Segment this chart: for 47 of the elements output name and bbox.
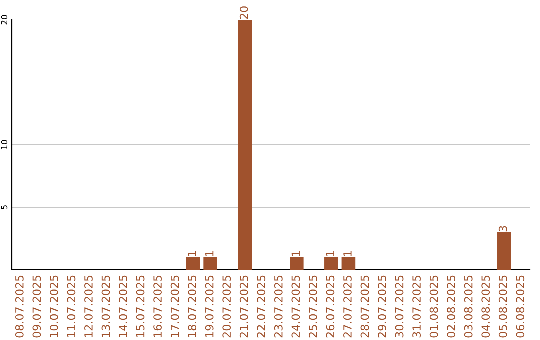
bar <box>204 258 218 270</box>
x-tick-label: 19.07.2025 <box>205 276 214 338</box>
x-tick-label: 04.08.2025 <box>482 276 490 338</box>
x-tick-label: 25.07.2025 <box>308 276 318 338</box>
x-tick-label: 22.07.2025 <box>257 276 266 338</box>
x-tick-label: 11.07.2025 <box>67 276 76 338</box>
x-tick-label: 21.07.2025 <box>240 276 248 338</box>
bar <box>342 258 356 270</box>
x-tick-label: 20.07.2025 <box>222 276 232 338</box>
y-tick-label: 10 <box>1 140 8 150</box>
x-tick-label: 18.07.2025 <box>188 276 197 338</box>
x-tick-label: 03.08.2025 <box>464 276 473 338</box>
x-tick-label: 10.07.2025 <box>50 276 58 338</box>
x-tick-label: 08.07.2025 <box>15 276 24 338</box>
x-tick-label: 24.07.2025 <box>292 276 300 338</box>
bar <box>324 258 338 270</box>
bar <box>238 20 252 270</box>
data-label: 3 <box>498 226 508 232</box>
x-tick-label: 31.07.2025 <box>412 276 421 338</box>
x-tick-label: 26.07.2025 <box>326 276 335 338</box>
x-tick-label: 16.07.2025 <box>154 276 162 338</box>
data-label: 1 <box>326 251 334 256</box>
x-tick-label: 23.07.2025 <box>274 276 283 338</box>
data-label: 1 <box>188 251 196 256</box>
x-tick-label: 05.08.2025 <box>498 276 508 338</box>
data-label: 1 <box>344 251 352 256</box>
x-tick-label: 29.07.2025 <box>378 276 386 338</box>
x-tick-label: 13.07.2025 <box>102 276 110 338</box>
y-tick-label: 20 <box>1 15 8 25</box>
x-tick-label: 15.07.2025 <box>136 276 145 338</box>
x-tick-label: 09.07.2025 <box>32 276 42 338</box>
x-tick-label: 17.07.2025 <box>170 276 180 338</box>
x-tick-label: 01.08.2025 <box>430 276 438 338</box>
bar <box>290 258 304 270</box>
bar <box>497 232 512 270</box>
data-label: 1 <box>206 251 214 256</box>
x-tick-label: 06.08.2025 <box>516 276 525 338</box>
x-tick-label: 27.07.2025 <box>344 276 352 338</box>
x-tick-label: 30.07.2025 <box>395 276 404 338</box>
x-tick-label: 12.07.2025 <box>84 276 93 338</box>
x-tick-label: 28.07.2025 <box>360 276 370 338</box>
x-tick-label: 14.07.2025 <box>119 276 128 338</box>
x-tick-label: 02.08.2025 <box>447 276 456 338</box>
bar <box>186 258 200 270</box>
data-label: 20 <box>240 6 248 20</box>
data-label: 1 <box>292 251 300 256</box>
y-tick-label: 5 <box>1 206 8 210</box>
